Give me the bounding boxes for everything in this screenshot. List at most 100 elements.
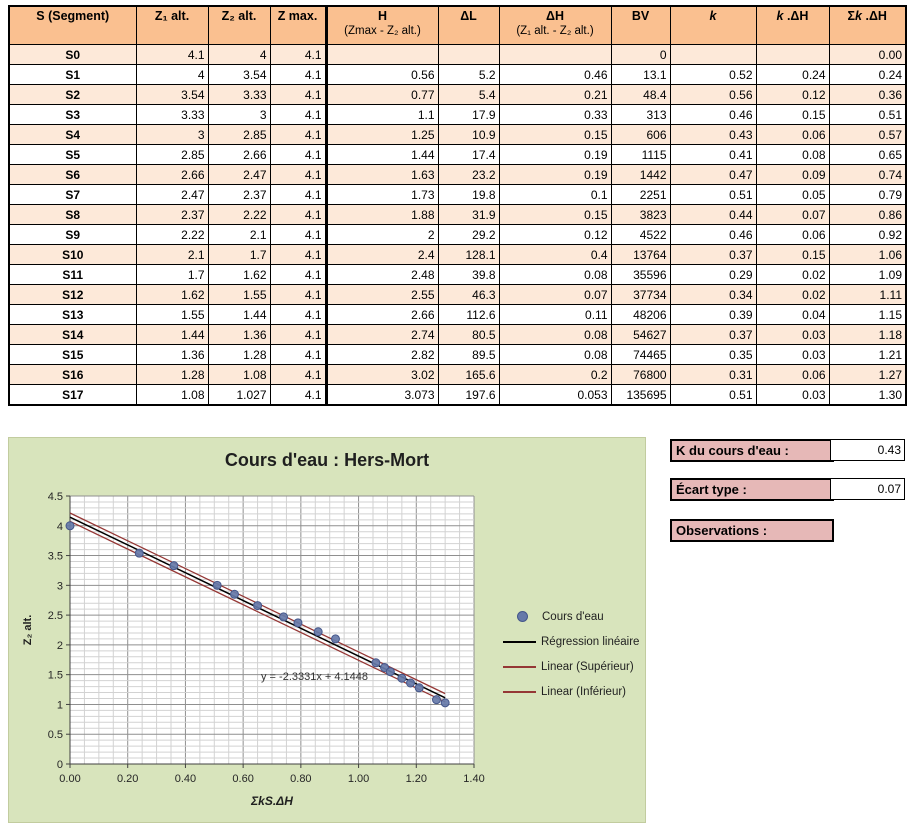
value-cell[interactable]: 0.79 — [828, 184, 907, 205]
value-cell[interactable]: 4.1 — [269, 324, 327, 345]
value-cell[interactable]: 2 — [324, 224, 439, 245]
value-cell[interactable]: 0.65 — [828, 144, 907, 165]
value-cell[interactable]: 2.55 — [324, 284, 439, 305]
value-cell[interactable]: 1.44 — [135, 324, 209, 345]
value-cell[interactable]: 3 — [207, 104, 271, 125]
value-cell[interactable]: 4.1 — [269, 284, 327, 305]
value-cell[interactable]: 0.37 — [669, 324, 757, 345]
value-cell[interactable]: 19.8 — [437, 184, 500, 205]
segment-cell[interactable]: S7 — [8, 184, 137, 205]
value-cell[interactable]: 1.06 — [828, 244, 907, 265]
value-cell[interactable]: 0.43 — [669, 124, 757, 145]
value-cell[interactable]: 10.9 — [437, 124, 500, 145]
value-cell[interactable]: 1.63 — [324, 164, 439, 185]
value-cell[interactable]: 0.08 — [498, 344, 612, 365]
segment-cell[interactable]: S1 — [8, 64, 137, 85]
value-cell[interactable]: 1.28 — [135, 364, 209, 385]
value-cell[interactable]: 4 — [135, 64, 209, 85]
segment-cell[interactable]: S9 — [8, 224, 137, 245]
value-cell[interactable]: 1.25 — [324, 124, 439, 145]
segment-cell[interactable]: S13 — [8, 304, 137, 325]
value-cell[interactable]: 23.2 — [437, 164, 500, 185]
value-cell[interactable]: 0.56 — [324, 64, 439, 85]
value-cell[interactable]: 135695 — [610, 384, 671, 406]
value-cell[interactable]: 35596 — [610, 264, 671, 285]
value-cell[interactable]: 0.09 — [755, 164, 830, 185]
value-cell[interactable]: 1.62 — [207, 264, 271, 285]
value-cell[interactable]: 1.027 — [207, 384, 271, 406]
value-cell[interactable]: 165.6 — [437, 364, 500, 385]
value-cell[interactable]: 1.08 — [135, 384, 209, 406]
value-cell[interactable]: 606 — [610, 124, 671, 145]
value-cell[interactable]: 0.4 — [498, 244, 612, 265]
value-cell[interactable]: 48206 — [610, 304, 671, 325]
value-cell[interactable]: 0.11 — [498, 304, 612, 325]
value-cell[interactable]: 2.1 — [207, 224, 271, 245]
value-cell[interactable]: 2.47 — [207, 164, 271, 185]
value-cell[interactable]: 0.92 — [828, 224, 907, 245]
value-cell[interactable]: 13.1 — [610, 64, 671, 85]
value-cell[interactable]: 1.30 — [828, 384, 907, 406]
scatter-chart[interactable]: 0.00 0.20 0.40 0.60 0.80 1.00 1.20 1.40 0 0.5 1 1.5… — [8, 437, 646, 823]
value-cell[interactable]: 0.86 — [828, 204, 907, 225]
legend-item[interactable]: Linear (Inférieur) — [503, 679, 639, 704]
value-cell[interactable]: 1.62 — [135, 284, 209, 305]
value-cell[interactable]: 3.33 — [207, 84, 271, 105]
value-cell[interactable]: 1.18 — [828, 324, 907, 345]
value-cell[interactable]: 39.8 — [437, 264, 500, 285]
value-cell[interactable] — [755, 44, 830, 65]
value-cell[interactable]: 0.08 — [498, 264, 612, 285]
value-cell[interactable] — [324, 44, 439, 65]
value-cell[interactable]: 13764 — [610, 244, 671, 265]
column-header-3[interactable]: Z max. — [269, 5, 327, 45]
value-cell[interactable]: 0.24 — [828, 64, 907, 85]
value-cell[interactable]: 0.46 — [498, 64, 612, 85]
value-cell[interactable]: 1442 — [610, 164, 671, 185]
value-cell[interactable]: 2.1 — [135, 244, 209, 265]
segment-cell[interactable]: S8 — [8, 204, 137, 225]
value-cell[interactable]: 1.88 — [324, 204, 439, 225]
value-cell[interactable]: 0.03 — [755, 384, 830, 406]
value-cell[interactable]: 5.4 — [437, 84, 500, 105]
value-cell[interactable]: 0.33 — [498, 104, 612, 125]
ecart-type-value[interactable]: 0.07 — [830, 478, 905, 500]
value-cell[interactable]: 0.15 — [755, 244, 830, 265]
value-cell[interactable]: 0.74 — [828, 164, 907, 185]
value-cell[interactable]: 1115 — [610, 144, 671, 165]
ecart-type-label[interactable]: Écart type : — [670, 478, 834, 501]
value-cell[interactable]: 0.06 — [755, 124, 830, 145]
segments-table[interactable]: S (Segment) Z₁ alt. Z₂ alt. Z max. H (Zmax - … — [8, 5, 907, 406]
value-cell[interactable] — [669, 44, 757, 65]
value-cell[interactable]: 0.24 — [755, 64, 830, 85]
value-cell[interactable]: 29.2 — [437, 224, 500, 245]
value-cell[interactable]: 0.44 — [669, 204, 757, 225]
value-cell[interactable]: 2.22 — [207, 204, 271, 225]
value-cell[interactable]: 2.48 — [324, 264, 439, 285]
value-cell[interactable]: 4.1 — [135, 44, 209, 65]
value-cell[interactable]: 0.12 — [498, 224, 612, 245]
value-cell[interactable]: 2.85 — [207, 124, 271, 145]
value-cell[interactable]: 0.08 — [498, 324, 612, 345]
value-cell[interactable]: 0.29 — [669, 264, 757, 285]
value-cell[interactable]: 54627 — [610, 324, 671, 345]
value-cell[interactable]: 4.1 — [269, 144, 327, 165]
value-cell[interactable]: 17.4 — [437, 144, 500, 165]
value-cell[interactable]: 0.08 — [755, 144, 830, 165]
value-cell[interactable]: 37734 — [610, 284, 671, 305]
column-header-5[interactable]: ΔL — [437, 5, 500, 45]
value-cell[interactable]: 2.74 — [324, 324, 439, 345]
column-header-1[interactable]: Z₁ alt. — [135, 5, 209, 45]
value-cell[interactable]: 0.15 — [498, 204, 612, 225]
value-cell[interactable]: 4.1 — [269, 304, 327, 325]
value-cell[interactable]: 3823 — [610, 204, 671, 225]
value-cell[interactable]: 112.6 — [437, 304, 500, 325]
value-cell[interactable]: 1.27 — [828, 364, 907, 385]
value-cell[interactable]: 4.1 — [269, 124, 327, 145]
value-cell[interactable]: 0.05 — [755, 184, 830, 205]
column-header-7[interactable]: BV — [610, 5, 671, 45]
value-cell[interactable]: 2251 — [610, 184, 671, 205]
value-cell[interactable]: 1.36 — [207, 324, 271, 345]
value-cell[interactable]: 74465 — [610, 344, 671, 365]
column-header-6[interactable]: ΔH (Z₁ alt. - Z₂ alt.) — [498, 5, 612, 45]
value-cell[interactable]: 3.02 — [324, 364, 439, 385]
